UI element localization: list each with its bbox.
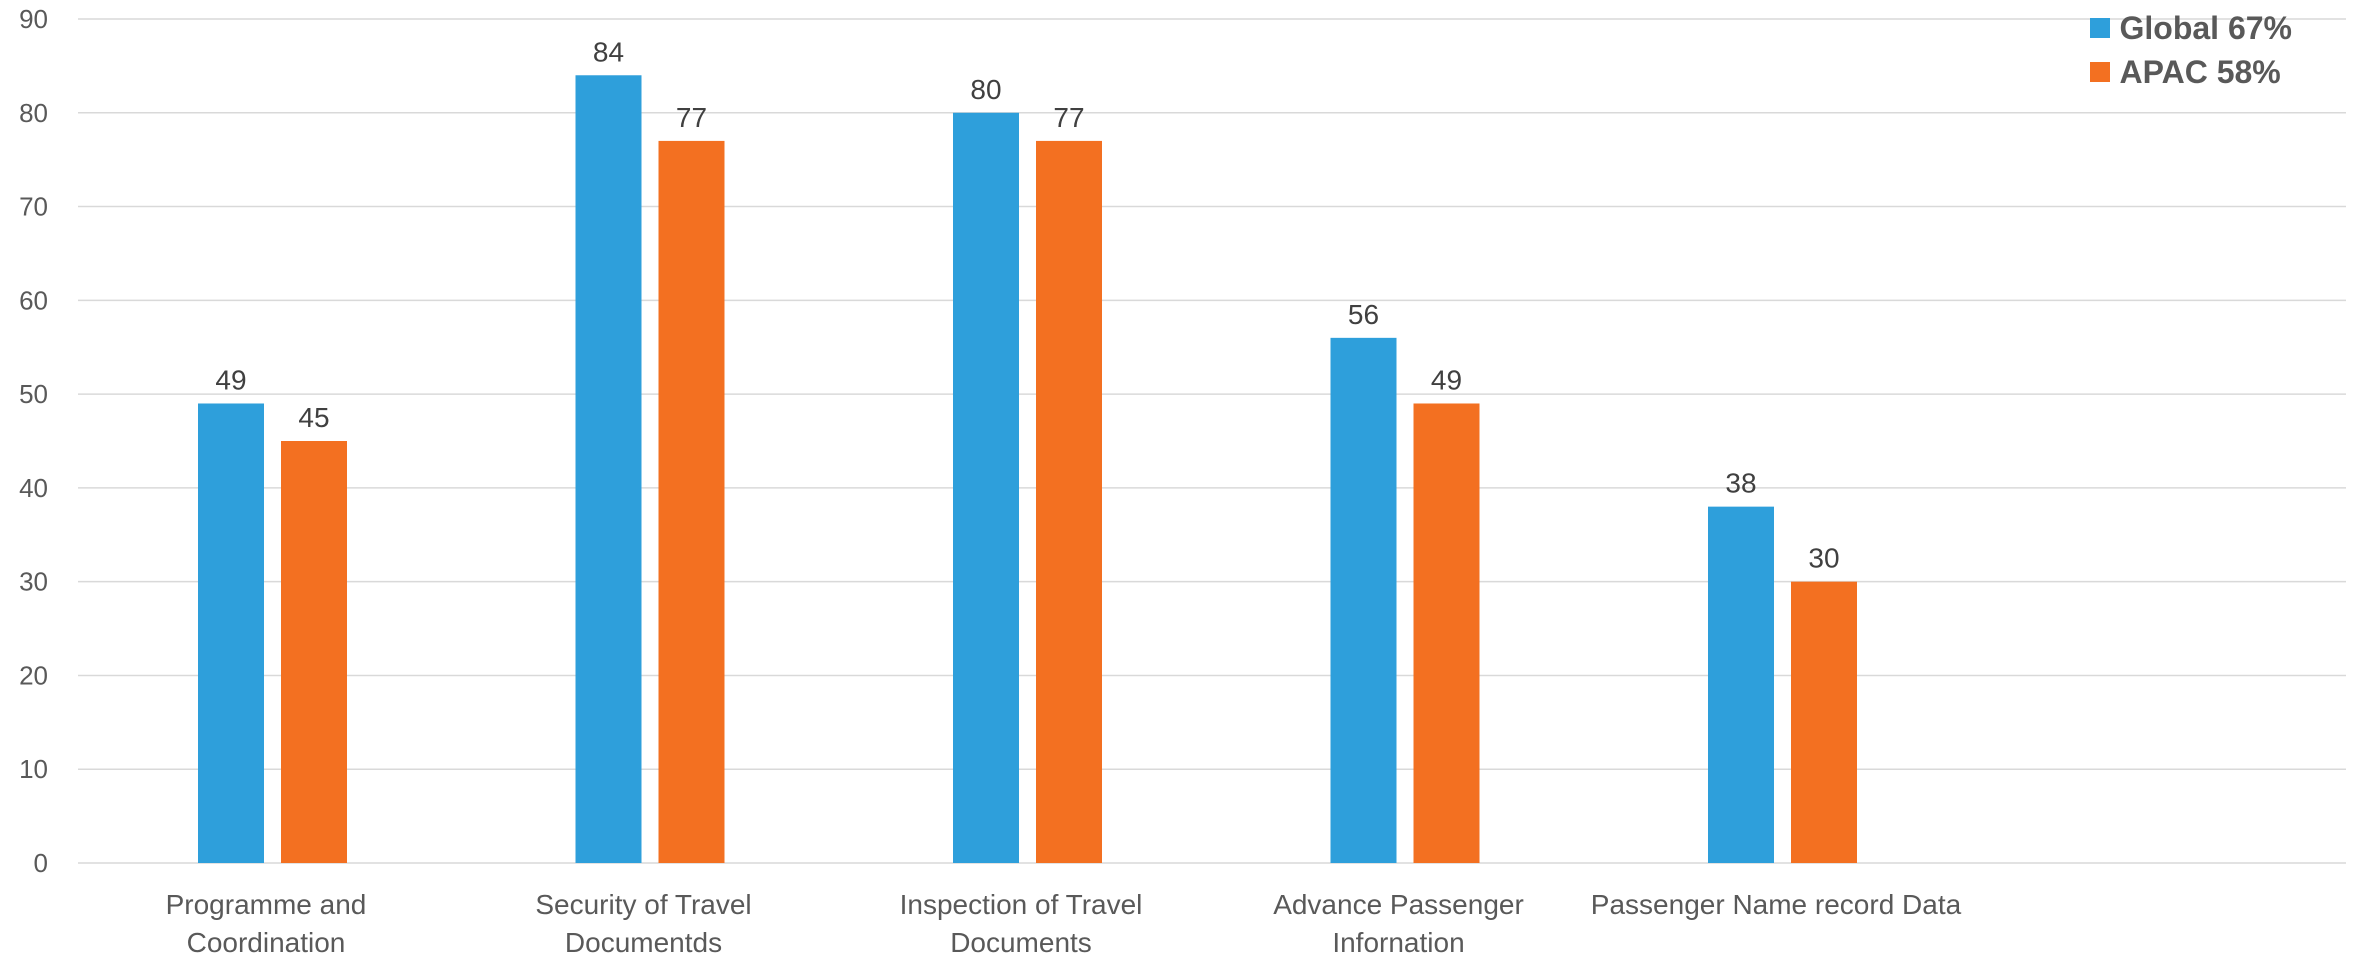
legend-item-apac: APAC 58% — [2089, 50, 2293, 94]
y-tick-label: 30 — [19, 567, 48, 597]
data-label: 77 — [1053, 102, 1084, 133]
data-label: 49 — [1431, 364, 1462, 395]
bar-apac — [281, 441, 347, 863]
x-category-label: Passenger Name record Data — [1591, 889, 1962, 920]
x-category-label: Security of Travel Documentds — [535, 889, 751, 958]
y-tick-label: 20 — [19, 660, 48, 690]
data-label: 56 — [1348, 299, 1379, 330]
y-tick-label: 60 — [19, 285, 48, 315]
bar-apac — [1036, 140, 1102, 863]
legend: Global 67% APAC 58% — [2089, 6, 2293, 94]
bar-apac — [658, 140, 725, 863]
legend-swatch-apac — [2089, 62, 2110, 82]
x-category-label: Advance Passenger Infornation — [1273, 889, 1524, 958]
data-label: 49 — [215, 364, 246, 395]
data-label: 80 — [970, 74, 1001, 105]
bar-global — [1330, 337, 1397, 863]
bar-global — [575, 75, 642, 864]
y-tick-label: 80 — [19, 98, 48, 128]
bar-global — [1708, 506, 1774, 863]
legend-label-global: Global 67% — [2119, 9, 2293, 46]
x-category-label: Inspection of Travel Documents — [900, 889, 1143, 958]
bar-apac — [1413, 403, 1480, 863]
y-tick-label: 0 — [34, 848, 48, 878]
legend-item-global: Global 67% — [2089, 6, 2293, 50]
data-label: 77 — [676, 102, 707, 133]
bar-global — [953, 112, 1019, 864]
data-label: 30 — [1808, 543, 1839, 574]
bar-apac — [1791, 581, 1857, 863]
bar-global — [198, 403, 264, 863]
x-category-label: Programme and Coordination — [166, 889, 367, 958]
data-label: 38 — [1725, 468, 1756, 499]
legend-swatch-global — [2089, 18, 2110, 38]
y-tick-label: 50 — [19, 379, 48, 409]
data-label: 84 — [593, 36, 624, 67]
y-tick-label: 90 — [19, 4, 48, 34]
legend-label-apac: APAC 58% — [2119, 53, 2281, 90]
data-label: 45 — [298, 402, 329, 433]
y-tick-label: 70 — [19, 192, 48, 222]
y-tick-label: 10 — [19, 754, 48, 784]
y-tick-label: 40 — [19, 473, 48, 503]
